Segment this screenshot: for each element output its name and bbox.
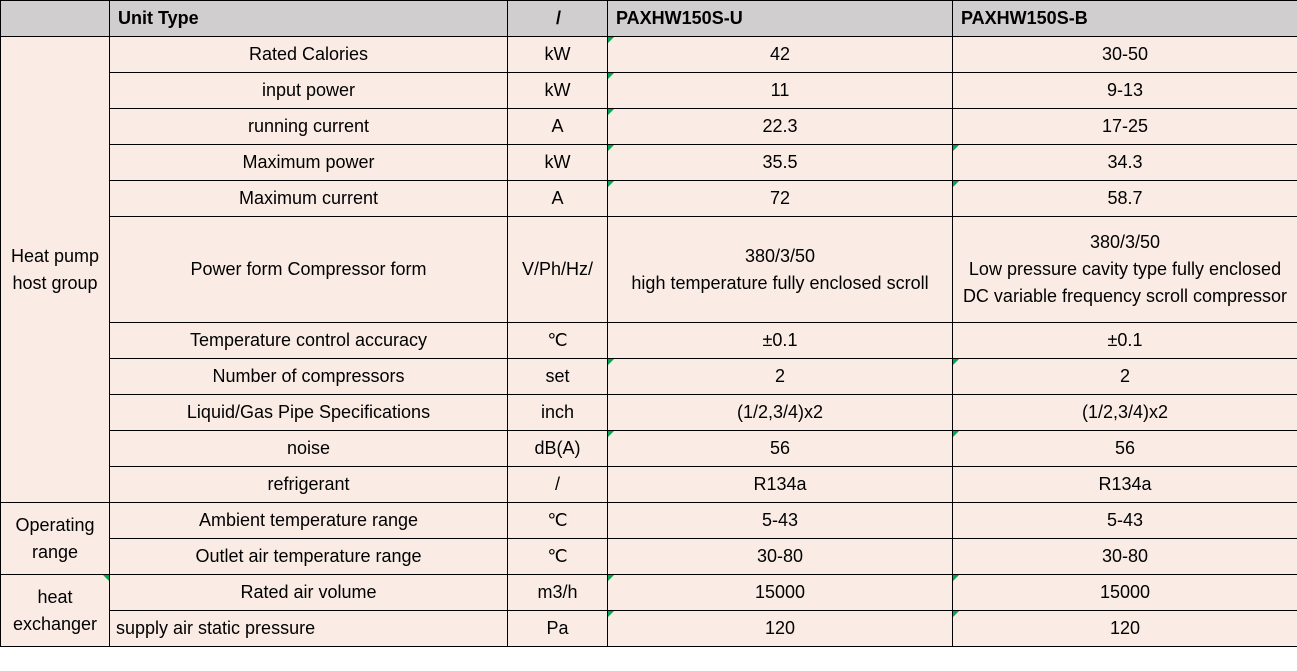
cell-u: ±0.1	[608, 323, 953, 359]
table-row: refrigerant / R134a R134a	[1, 467, 1297, 503]
table-row: Number of compressors set 2 2	[1, 359, 1297, 395]
cell-unit: /	[508, 467, 608, 503]
cell-b: 15000	[953, 575, 1297, 611]
table-row: Maximum current A 72 58.7	[1, 181, 1297, 217]
group-heat-exchanger: heat exchanger	[1, 575, 110, 647]
cell-unit: ℃	[508, 539, 608, 575]
header-unit-type: Unit Type	[110, 1, 508, 37]
table-row: Temperature control accuracy ℃ ±0.1 ±0.1	[1, 323, 1297, 359]
cell-label: Power form Compressor form	[110, 217, 508, 323]
table-row: Heat pump host group Rated Calories kW 4…	[1, 37, 1297, 73]
cell-unit: A	[508, 181, 608, 217]
cell-b: 30-50	[953, 37, 1297, 73]
cell-unit: m3/h	[508, 575, 608, 611]
cell-b: 56	[953, 431, 1297, 467]
cell-label: Maximum power	[110, 145, 508, 181]
cell-label: Rated air volume	[110, 575, 508, 611]
cell-b: R134a	[953, 467, 1297, 503]
cell-u: 30-80	[608, 539, 953, 575]
cell-u: 72	[608, 181, 953, 217]
header-slash: /	[508, 1, 608, 37]
table-row: Maximum power kW 35.5 34.3	[1, 145, 1297, 181]
cell-b: 58.7	[953, 181, 1297, 217]
cell-label: Temperature control accuracy	[110, 323, 508, 359]
table-row: heat exchanger Rated air volume m3/h 150…	[1, 575, 1297, 611]
cell-unit: dB(A)	[508, 431, 608, 467]
cell-b: 2	[953, 359, 1297, 395]
cell-b: ±0.1	[953, 323, 1297, 359]
table-row: noise dB(A) 56 56	[1, 431, 1297, 467]
cell-label: Rated Calories	[110, 37, 508, 73]
cell-unit: kW	[508, 73, 608, 109]
cell-b: (1/2,3/4)x2	[953, 395, 1297, 431]
cell-b: 120	[953, 611, 1297, 647]
cell-label: Liquid/Gas Pipe Specifications	[110, 395, 508, 431]
header-blank	[1, 1, 110, 37]
table-row: Operating range Ambient temperature rang…	[1, 503, 1297, 539]
cell-b: 17-25	[953, 109, 1297, 145]
cell-label: Outlet air temperature range	[110, 539, 508, 575]
cell-label: supply air static pressure	[110, 611, 508, 647]
table-row: Outlet air temperature range ℃ 30-80 30-…	[1, 539, 1297, 575]
cell-u: R134a	[608, 467, 953, 503]
cell-b: 5-43	[953, 503, 1297, 539]
cell-unit: ℃	[508, 503, 608, 539]
cell-u: 42	[608, 37, 953, 73]
cell-label: Maximum current	[110, 181, 508, 217]
cell-label: refrigerant	[110, 467, 508, 503]
cell-label: running current	[110, 109, 508, 145]
cell-label: noise	[110, 431, 508, 467]
cell-u: 5-43	[608, 503, 953, 539]
group-heat-pump: Heat pump host group	[1, 37, 110, 503]
cell-unit: Pa	[508, 611, 608, 647]
cell-unit: kW	[508, 37, 608, 73]
cell-u: 15000	[608, 575, 953, 611]
group-operating-range: Operating range	[1, 503, 110, 575]
cell-u: 380/3/50 high temperature fully enclosed…	[608, 217, 953, 323]
header-model-u: PAXHW150S-U	[608, 1, 953, 37]
header-model-b: PAXHW150S-B	[953, 1, 1297, 37]
cell-u: 22.3	[608, 109, 953, 145]
cell-label: Ambient temperature range	[110, 503, 508, 539]
cell-unit: ℃	[508, 323, 608, 359]
spec-table: Unit Type / PAXHW150S-U PAXHW150S-B Heat…	[0, 0, 1297, 647]
cell-u: (1/2,3/4)x2	[608, 395, 953, 431]
cell-b: 9-13	[953, 73, 1297, 109]
cell-label: Number of compressors	[110, 359, 508, 395]
cell-label: input power	[110, 73, 508, 109]
cell-u: 120	[608, 611, 953, 647]
cell-u: 2	[608, 359, 953, 395]
cell-u: 11	[608, 73, 953, 109]
cell-unit: kW	[508, 145, 608, 181]
cell-b: 34.3	[953, 145, 1297, 181]
cell-b: 380/3/50 Low pressure cavity type fully …	[953, 217, 1297, 323]
cell-unit: set	[508, 359, 608, 395]
header-row: Unit Type / PAXHW150S-U PAXHW150S-B	[1, 1, 1297, 37]
cell-unit: inch	[508, 395, 608, 431]
table-row: supply air static pressure Pa 120 120	[1, 611, 1297, 647]
table-row: running current A 22.3 17-25	[1, 109, 1297, 145]
cell-u: 35.5	[608, 145, 953, 181]
table-row: Liquid/Gas Pipe Specifications inch (1/2…	[1, 395, 1297, 431]
cell-b: 30-80	[953, 539, 1297, 575]
cell-unit: A	[508, 109, 608, 145]
table-row: Power form Compressor form V/Ph/Hz/ 380/…	[1, 217, 1297, 323]
cell-u: 56	[608, 431, 953, 467]
table-row: input power kW 11 9-13	[1, 73, 1297, 109]
cell-unit: V/Ph/Hz/	[508, 217, 608, 323]
